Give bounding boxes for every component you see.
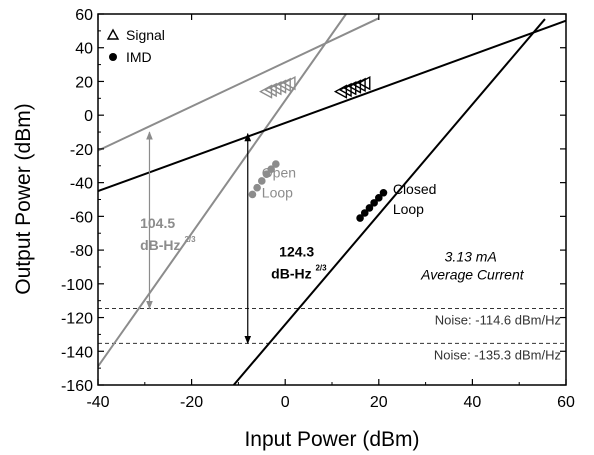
- legend-imd-label: IMD: [126, 49, 152, 65]
- imd-point: [356, 214, 364, 222]
- imd-point: [379, 188, 388, 197]
- y-tick-label: -160: [61, 378, 93, 395]
- sfdr-closed-value: 124.3: [279, 244, 314, 260]
- noise-floor-label: Noise: -114.6 dBm/Hz: [435, 312, 561, 327]
- y-tick-label: -60: [70, 209, 93, 226]
- imd-point: [267, 165, 275, 173]
- y-axis-title: Output Power (dBm): [12, 103, 35, 294]
- plot-frame: [97, 13, 567, 386]
- y-tick-label: -140: [61, 344, 93, 361]
- series-line: [98, 17, 380, 152]
- imd-point: [248, 190, 257, 199]
- signal-point: [268, 81, 282, 96]
- imd-point: [375, 194, 383, 202]
- y-tick-label: -40: [70, 176, 93, 193]
- x-tick-label: 40: [464, 394, 482, 411]
- y-tick-label: -120: [61, 311, 93, 328]
- imd-point: [258, 177, 266, 185]
- sfdr-arrows: [146, 131, 252, 345]
- x-tick-label: 20: [370, 394, 388, 411]
- y-tick-label: -80: [70, 243, 93, 260]
- open-loop-label: Open Loop: [262, 164, 300, 200]
- closed-loop-line2: Loop: [393, 201, 424, 217]
- signal-point: [352, 77, 366, 93]
- series-line: [98, 19, 566, 193]
- sfdr-closed-exponent: 2/3: [315, 264, 327, 273]
- series-line: [232, 18, 546, 385]
- current-label: 3.13 mA Average Current: [420, 249, 525, 283]
- imd-point: [365, 204, 374, 212]
- series-markers: [248, 75, 388, 222]
- series-line: [98, 14, 347, 368]
- imd-point: [370, 199, 378, 207]
- imd-point: [272, 160, 280, 168]
- signal-point: [263, 82, 277, 98]
- open-loop-line2: Loop: [262, 184, 293, 200]
- x-tick-label: 0: [281, 394, 290, 411]
- legend-signal-label: Signal: [126, 27, 165, 43]
- sfdr-closed-label: 124.3 dB-Hz 2/3: [271, 244, 327, 282]
- legend: Signal IMD: [106, 27, 165, 65]
- imd-point: [253, 183, 261, 192]
- sfdr-closed-unit: dB-Hz: [271, 266, 311, 282]
- signal-point: [357, 75, 371, 91]
- y-tick-label: 40: [75, 41, 93, 58]
- y-tick-label: 20: [75, 74, 93, 91]
- y-tick-label: -100: [61, 277, 93, 294]
- signal-point: [282, 75, 296, 91]
- current-caption: Average Current: [420, 267, 525, 283]
- noise-floor-lines: [98, 307, 566, 344]
- y-tick-label: 0: [84, 108, 93, 125]
- signal-point: [343, 81, 357, 96]
- x-tick-label: -40: [86, 394, 109, 411]
- sfdr-open-label: 104.5 dB-Hz 2/3: [140, 215, 196, 253]
- signal-point: [333, 84, 348, 99]
- current-value: 3.13 mA: [445, 249, 497, 265]
- x-axis-title: Input Power (dBm): [244, 428, 419, 451]
- y-tick-label: 60: [75, 7, 93, 24]
- closed-loop-label: Closed Loop: [393, 181, 440, 217]
- series-lines: [98, 14, 566, 385]
- sfdr-open-value: 104.5: [140, 215, 175, 231]
- sfdr-open-unit: dB-Hz: [140, 237, 180, 253]
- legend-signal-marker: [106, 28, 120, 40]
- annotations: Open Loop Closed Loop 104.5 dB-Hz 2/3 12…: [140, 164, 561, 362]
- x-tick-label: 60: [557, 394, 575, 411]
- imd-point: [262, 170, 271, 179]
- y-tick-label: -20: [70, 142, 93, 159]
- signal-point: [259, 84, 273, 99]
- signal-point: [338, 82, 352, 98]
- legend-imd-marker: [109, 53, 117, 61]
- x-tick-label: -20: [180, 394, 203, 411]
- open-loop-line1: Open: [262, 164, 296, 180]
- closed-loop-line1: Closed: [393, 181, 437, 197]
- signal-point: [273, 79, 287, 94]
- axis-ticks: -40 -20 0 20 40 60 60 40 20 0 -20 -40 -60 -80 -100 -120…: [61, 7, 575, 411]
- noise-floor-label: Noise: -135.3 dBm/Hz: [434, 347, 561, 362]
- signal-point: [277, 77, 291, 93]
- sfdr-open-exponent: 2/3: [184, 235, 196, 244]
- imd-point: [360, 209, 369, 217]
- signal-point: [347, 79, 362, 94]
